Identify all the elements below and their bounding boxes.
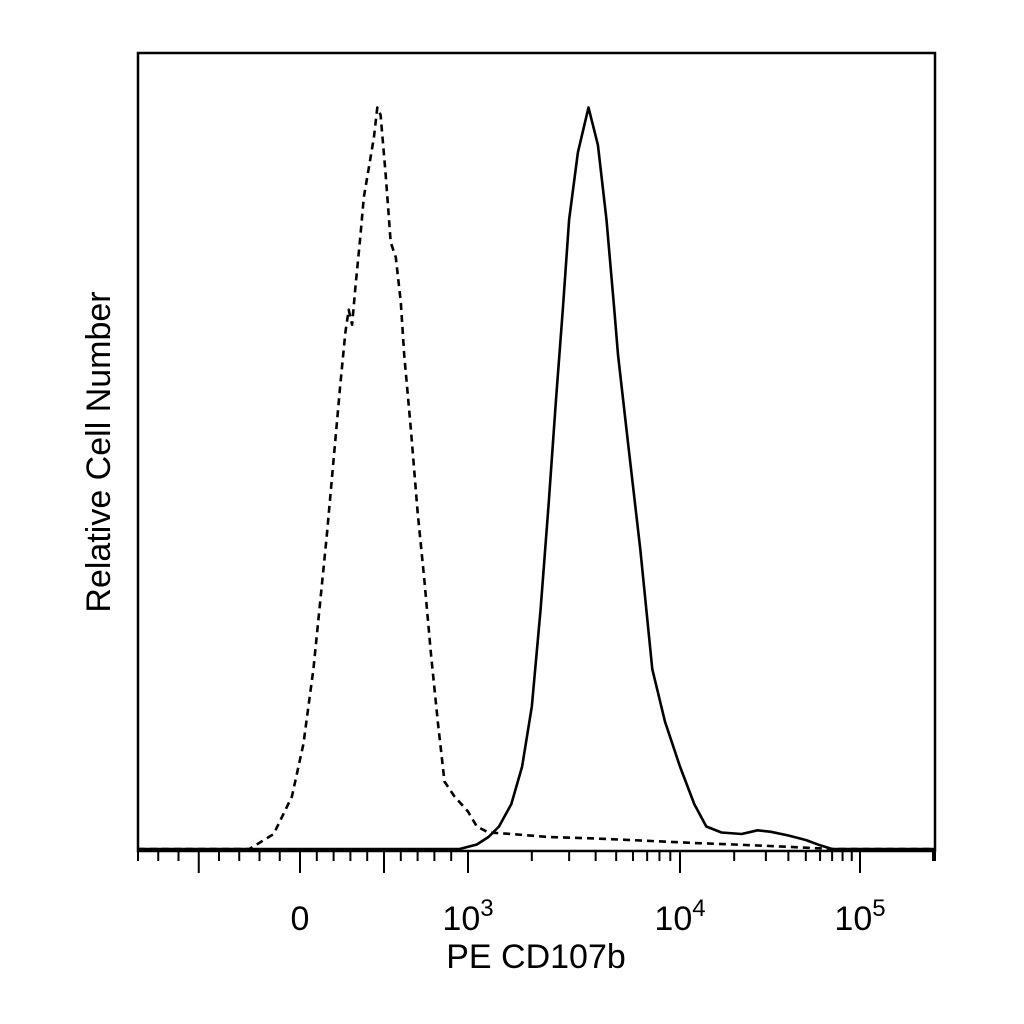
x-tick-label: 0 <box>291 900 310 938</box>
histogram-curves <box>138 106 935 851</box>
y-axis-label: Relative Cell Number <box>80 291 118 612</box>
x-tick-label: 103 <box>442 895 493 938</box>
control-histogram-line <box>138 106 935 851</box>
stained-histogram-line <box>138 106 935 851</box>
x-axis-label: PE CD107b <box>446 938 626 976</box>
x-tick-label: 105 <box>834 895 885 938</box>
x-axis-ticks <box>137 851 936 873</box>
x-axis-tick-labels: 0 103 104 105 <box>291 895 886 938</box>
plot-frame <box>136 51 937 853</box>
x-tick-label: 104 <box>654 895 705 938</box>
